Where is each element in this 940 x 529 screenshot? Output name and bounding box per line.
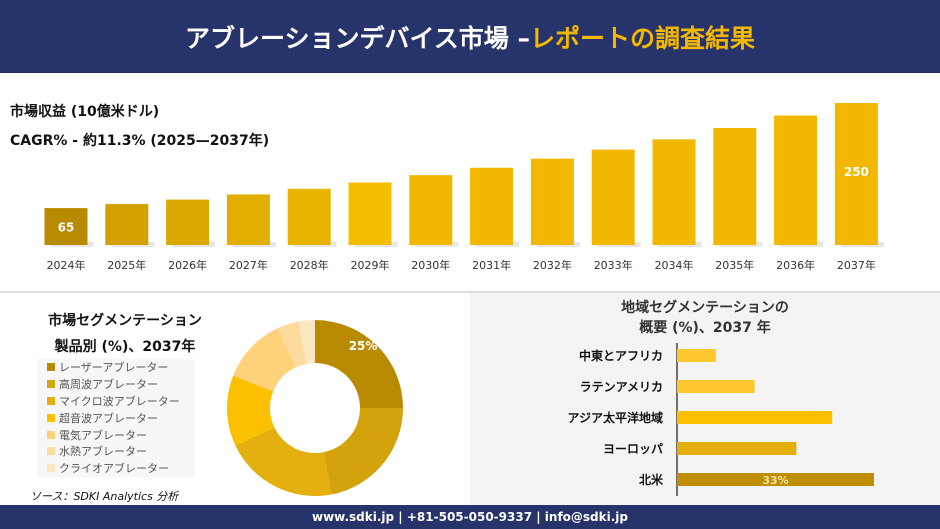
legend-item: 超音波アブレーター bbox=[37, 409, 195, 426]
data-label: 250 bbox=[844, 165, 869, 179]
bar-2026年 bbox=[166, 199, 210, 245]
x-tick-label: 2029年 bbox=[351, 258, 390, 272]
donut-slice-4 bbox=[233, 328, 296, 392]
x-tick-label: 2032年 bbox=[533, 258, 572, 272]
legend-swatch bbox=[47, 380, 55, 389]
revenue-bar-chart: 2024年 65 2025年 2026年 2027年 2028年 2029年 2030年 203… bbox=[44, 103, 884, 272]
legend-item: レーザーアブレーター bbox=[37, 359, 195, 376]
legend-swatch bbox=[47, 363, 55, 372]
bar-2024年 bbox=[44, 208, 88, 245]
x-tick-label: 2037年 bbox=[837, 258, 876, 272]
region-label: アジア太平洋地域 bbox=[567, 410, 663, 425]
x-tick-label: 2033年 bbox=[594, 258, 633, 272]
donut-slice-3 bbox=[227, 375, 275, 446]
legend-label: マイクロ波アブレーター bbox=[59, 394, 180, 408]
bar-2028年 bbox=[287, 188, 331, 245]
x-tick-label: 2034年 bbox=[655, 258, 694, 272]
bar-2037年 bbox=[834, 103, 878, 245]
region-title: 地域セグメンテーションの bbox=[621, 300, 789, 316]
footer-contact: www.sdki.jp | +81-505-050-9337 | info@sd… bbox=[0, 505, 940, 529]
x-tick-label: 2025年 bbox=[107, 258, 146, 272]
region-bar bbox=[677, 473, 874, 486]
bar-2027年 bbox=[226, 194, 270, 245]
region-panel: 地域セグメンテーションの 概要 (%)、2037 年 中東とアフリカ ラテンアメリ… bbox=[470, 293, 940, 505]
bar-2033年 bbox=[591, 149, 635, 245]
x-tick-label: 2030年 bbox=[411, 258, 450, 272]
x-tick-label: 2036年 bbox=[776, 258, 815, 272]
donut-slice-1 bbox=[323, 408, 403, 495]
x-tick-label: 2031年 bbox=[472, 258, 511, 272]
product-donut-chart: 25% bbox=[227, 320, 403, 496]
legend-label: クライオアブレーター bbox=[59, 462, 169, 476]
region-label: 北米 bbox=[639, 472, 664, 487]
x-tick-label: 2024年 bbox=[47, 258, 86, 272]
legend-item: 高周波アブレーター bbox=[37, 376, 195, 393]
donut-slice-5 bbox=[277, 321, 307, 368]
source-note: ソース：SDKI Analytics 分析 bbox=[30, 490, 179, 503]
legend-swatch bbox=[47, 396, 55, 405]
region-label: 中東とアフリカ bbox=[579, 348, 663, 363]
donut-legend: レーザーアブレーター 高周波アブレーターマイクロ波アブレーター 超音波アブレーター電… bbox=[37, 359, 195, 477]
bar-2035年 bbox=[713, 127, 757, 245]
region-subtitle: 概要 (%)、2037 年 bbox=[639, 320, 771, 336]
region-bar bbox=[677, 380, 755, 393]
legend-label: 超音波アブレーター bbox=[59, 411, 158, 425]
legend-swatch bbox=[47, 447, 55, 456]
legend-swatch bbox=[47, 464, 55, 473]
bar-2034年 bbox=[652, 139, 696, 245]
x-tick-label: 2035年 bbox=[715, 258, 754, 272]
bar-2025年 bbox=[105, 204, 149, 245]
legend-label: 電気アブレーター bbox=[59, 428, 147, 442]
bar-2031年 bbox=[470, 167, 514, 245]
legend-swatch bbox=[47, 413, 55, 422]
slice-label: 25% bbox=[349, 339, 378, 353]
legend-item: 水熱アブレーター bbox=[37, 443, 195, 460]
region-label: ヨーロッパ bbox=[603, 442, 663, 456]
bar-2036年 bbox=[774, 115, 818, 245]
title-main: アブレーションデバイス市場 – bbox=[185, 23, 530, 53]
x-tick-label: 2026年 bbox=[168, 258, 207, 272]
bar-2032年 bbox=[530, 158, 574, 245]
legend-label: 高周波アブレーター bbox=[59, 378, 158, 392]
legend-item: マイクロ波アブレーター bbox=[37, 393, 195, 410]
legend-swatch bbox=[47, 430, 55, 439]
x-tick-label: 2028年 bbox=[290, 258, 329, 272]
data-label: 33% bbox=[762, 474, 788, 487]
legend-item: 電気アブレーター bbox=[37, 426, 195, 443]
region-bar bbox=[677, 349, 716, 362]
donut-slice-2 bbox=[235, 427, 332, 496]
region-label: ラテンアメリカ bbox=[580, 380, 663, 394]
bar-2029年 bbox=[348, 182, 392, 245]
data-label: 65 bbox=[58, 221, 75, 235]
donut-slice-6 bbox=[298, 320, 315, 364]
x-tick-label: 2027年 bbox=[229, 258, 268, 272]
segment-subtitle: 製品別 (%)、2037年 bbox=[54, 339, 196, 355]
page-header: アブレーションデバイス市場 – レポートの調査結果 bbox=[0, 0, 940, 73]
bar-2030年 bbox=[409, 175, 453, 245]
segment-title: 市場セグメンテーション bbox=[48, 313, 202, 329]
donut-slice-0 bbox=[315, 320, 403, 408]
revenue-label: 市場収益 (10億米ドル) bbox=[10, 104, 160, 120]
legend-label: レーザーアブレーター bbox=[59, 361, 169, 375]
legend-label: 水熱アブレーター bbox=[59, 445, 147, 459]
region-bar bbox=[677, 442, 797, 455]
cagr-label: CAGR% - 約11.3% (2025—2037年) bbox=[10, 133, 270, 149]
divider bbox=[0, 291, 940, 293]
legend-item: クライオアブレーター bbox=[37, 460, 195, 477]
region-bar bbox=[677, 411, 833, 424]
title-highlight: レポートの調査結果 bbox=[529, 23, 755, 53]
